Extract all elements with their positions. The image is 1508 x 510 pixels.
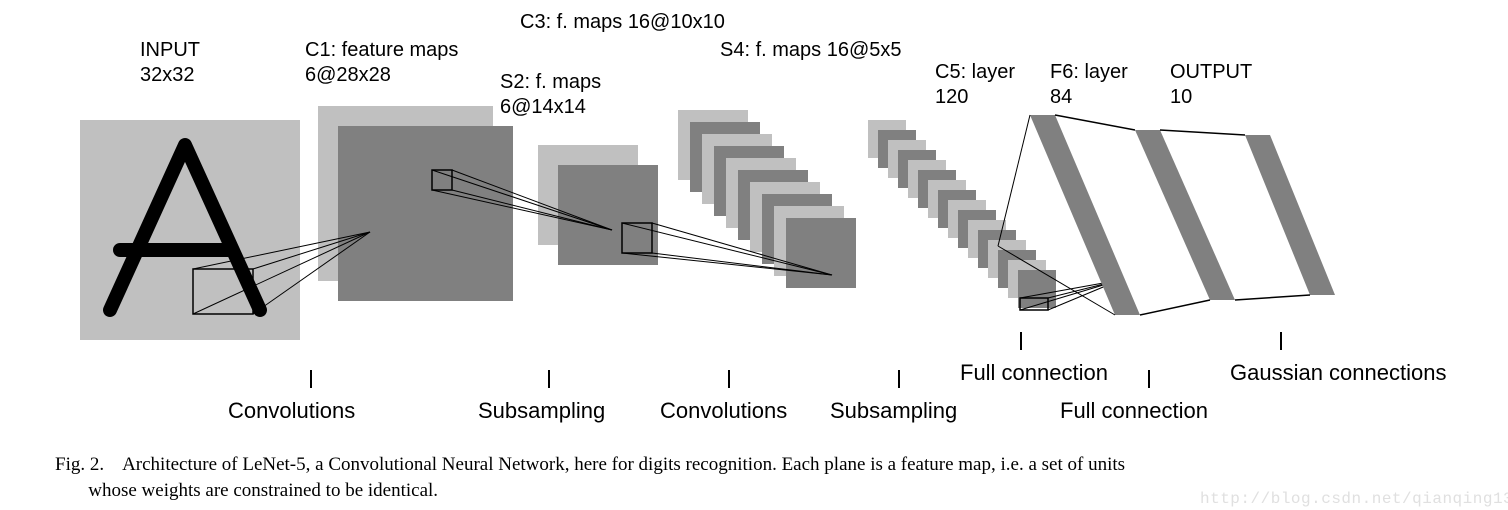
operation-label: Convolutions (660, 398, 787, 424)
caption-prefix: Fig. 2. (55, 454, 104, 475)
op-tick (898, 370, 900, 388)
op-tick (1148, 370, 1150, 388)
op-tick (310, 370, 312, 388)
lenet-diagram: INPUT 32x32 C1: feature maps 6@28x28 S2: f… (0, 0, 1508, 510)
diagram-svg (0, 0, 1508, 510)
figure-caption: Fig. 2. Architecture of LeNet-5, a Convo… (55, 452, 1125, 503)
op-tick (728, 370, 730, 388)
operation-label: Subsampling (478, 398, 605, 424)
operation-label: Gaussian connections (1230, 360, 1446, 386)
layer-label-f6: F6: layer 84 (1050, 60, 1128, 110)
operation-label: Subsampling (830, 398, 957, 424)
layer-label-s2: S2: f. maps 6@14x14 (500, 70, 601, 120)
caption-line1: Architecture of LeNet-5, a Convolutional… (122, 454, 1125, 475)
layer-label-output: OUTPUT 10 (1170, 60, 1252, 110)
op-tick (1280, 332, 1282, 350)
caption-line2: whose weights are constrained to be iden… (88, 480, 438, 501)
layer-label-c5: C5: layer 120 (935, 60, 1015, 110)
layer-label-c1: C1: feature maps 6@28x28 (305, 38, 458, 88)
op-tick (1020, 332, 1022, 350)
watermark: http://blog.csdn.net/qianqing13579 (1200, 490, 1508, 508)
operation-label: Full connection (960, 360, 1108, 386)
layer-label-input: INPUT 32x32 (140, 38, 200, 88)
op-tick (548, 370, 550, 388)
layer-label-s4: S4: f. maps 16@5x5 (720, 38, 902, 63)
layer-label-c3: C3: f. maps 16@10x10 (520, 10, 725, 35)
operation-label: Full connection (1060, 398, 1208, 424)
operation-label: Convolutions (228, 398, 355, 424)
